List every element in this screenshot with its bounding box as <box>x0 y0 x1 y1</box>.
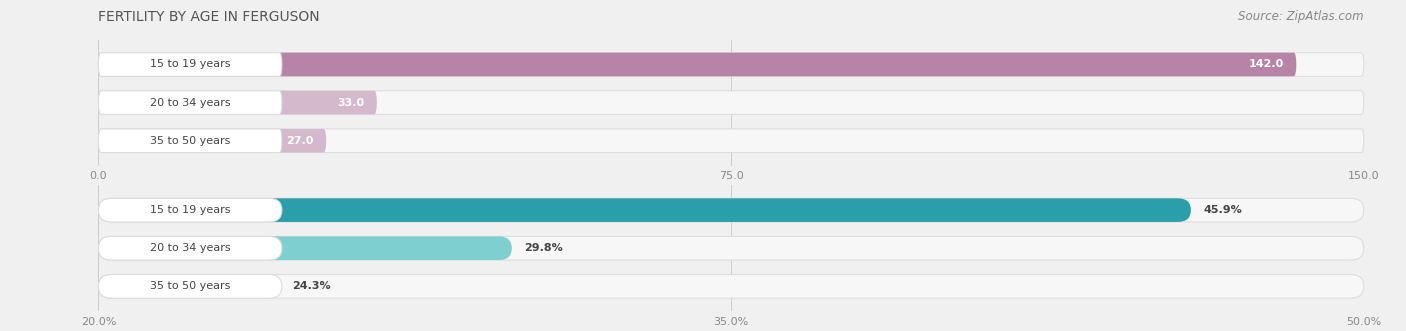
Text: FERTILITY BY AGE IN FERGUSON: FERTILITY BY AGE IN FERGUSON <box>98 10 321 24</box>
Text: 24.3%: 24.3% <box>292 281 330 291</box>
Text: 27.0: 27.0 <box>287 136 314 146</box>
Text: 35 to 50 years: 35 to 50 years <box>150 136 231 146</box>
Text: 20 to 34 years: 20 to 34 years <box>150 98 231 108</box>
FancyBboxPatch shape <box>98 91 1364 115</box>
FancyBboxPatch shape <box>98 53 281 76</box>
FancyBboxPatch shape <box>98 274 1364 298</box>
FancyBboxPatch shape <box>98 274 281 298</box>
FancyBboxPatch shape <box>98 129 1364 153</box>
Text: 15 to 19 years: 15 to 19 years <box>150 60 231 70</box>
FancyBboxPatch shape <box>98 236 512 260</box>
FancyBboxPatch shape <box>98 236 281 260</box>
FancyBboxPatch shape <box>98 91 281 115</box>
FancyBboxPatch shape <box>98 91 377 115</box>
FancyBboxPatch shape <box>98 198 1191 222</box>
Text: 45.9%: 45.9% <box>1204 205 1243 215</box>
Text: Source: ZipAtlas.com: Source: ZipAtlas.com <box>1239 10 1364 23</box>
FancyBboxPatch shape <box>98 53 1364 76</box>
Text: 142.0: 142.0 <box>1249 60 1284 70</box>
FancyBboxPatch shape <box>98 129 281 153</box>
Text: 33.0: 33.0 <box>337 98 364 108</box>
Text: 35 to 50 years: 35 to 50 years <box>150 281 231 291</box>
FancyBboxPatch shape <box>98 274 280 298</box>
FancyBboxPatch shape <box>98 129 326 153</box>
FancyBboxPatch shape <box>98 53 1296 76</box>
FancyBboxPatch shape <box>98 236 1364 260</box>
Text: 15 to 19 years: 15 to 19 years <box>150 205 231 215</box>
Text: 20 to 34 years: 20 to 34 years <box>150 243 231 253</box>
FancyBboxPatch shape <box>98 198 281 222</box>
Text: 29.8%: 29.8% <box>524 243 564 253</box>
FancyBboxPatch shape <box>98 198 1364 222</box>
